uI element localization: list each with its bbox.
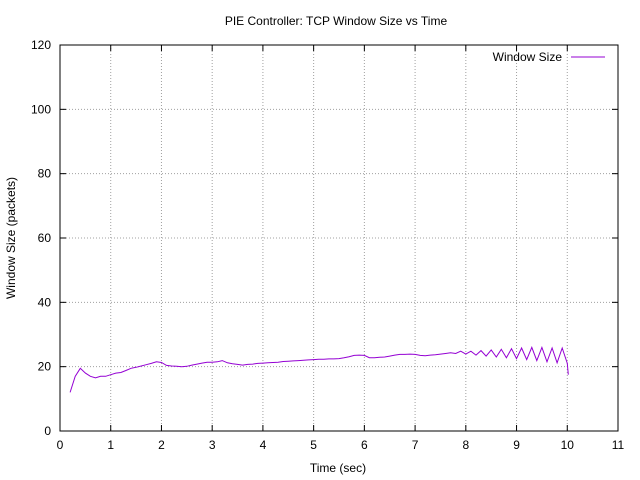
x-tick-label: 11 — [612, 438, 625, 452]
series-layer — [69, 345, 569, 393]
y-tick-label: 120 — [31, 38, 51, 52]
x-axis-label: Time (sec) — [310, 461, 366, 475]
y-tick-label: 0 — [44, 424, 51, 438]
y-tick-label: 100 — [31, 102, 51, 116]
x-tick-label: 10 — [561, 438, 575, 452]
y-tick-label: 20 — [38, 360, 52, 374]
x-tick-label: 1 — [107, 438, 114, 452]
grid-lines — [60, 45, 618, 431]
x-tick-label: 6 — [361, 438, 368, 452]
chart-title: PIE Controller: TCP Window Size vs Time — [225, 14, 448, 28]
y-tick-label: 40 — [38, 295, 52, 309]
x-tick-label: 3 — [209, 438, 216, 452]
series-line-window-size — [69, 345, 569, 393]
legend-label: Window Size — [493, 50, 563, 64]
x-tick-label: 9 — [513, 438, 520, 452]
axis-ticks: 0 1 2 3 4 5 6 7 8 9 10 11 0 20 40 60 80 100 120 — [31, 38, 625, 452]
x-tick-label: 2 — [158, 438, 165, 452]
x-tick-label: 7 — [412, 438, 419, 452]
x-tick-label: 5 — [310, 438, 317, 452]
y-tick-label: 80 — [38, 167, 52, 181]
y-axis-label: Window Size (packets) — [4, 177, 18, 299]
x-tick-label: 4 — [260, 438, 267, 452]
y-tick-label: 60 — [38, 231, 52, 245]
x-tick-label: 8 — [462, 438, 469, 452]
x-tick-label: 0 — [57, 438, 64, 452]
legend: Window Size — [493, 50, 605, 64]
